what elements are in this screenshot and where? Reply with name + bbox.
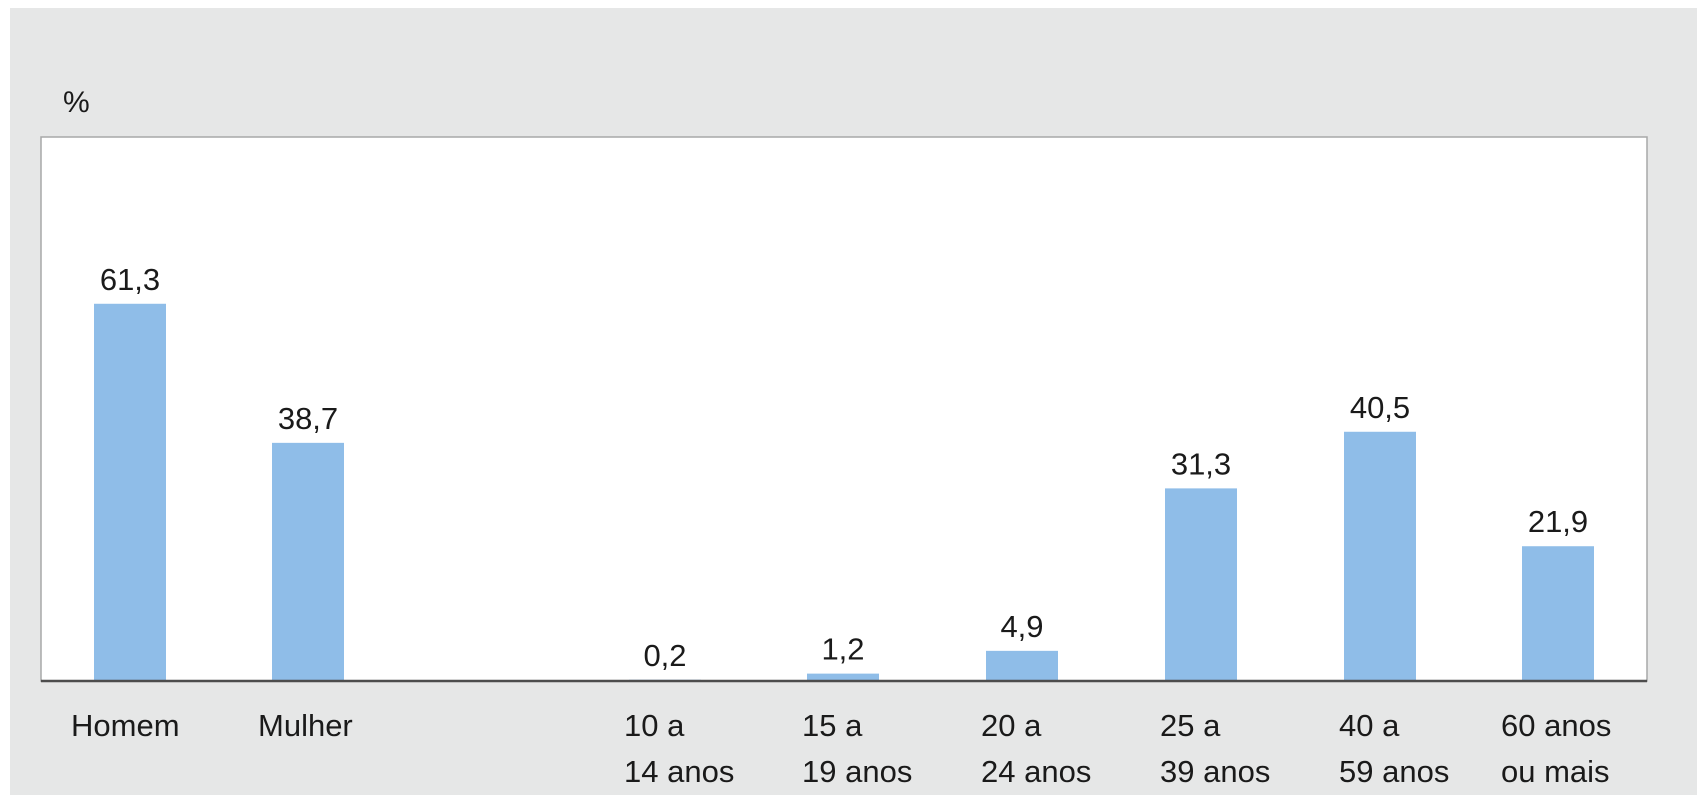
data-label: 38,7 <box>278 401 338 436</box>
data-label: 4,9 <box>1000 609 1043 644</box>
x-tick-label: 19 anos <box>802 754 912 789</box>
bar <box>1165 488 1237 681</box>
x-tick-label: 14 anos <box>624 754 734 789</box>
x-tick-labels-group: Homem Mulher 10 a 14 anos 15 a 19 anos 20 a 24 … <box>71 708 1611 789</box>
data-label: 0,2 <box>643 638 686 673</box>
bars-group <box>94 303 1594 682</box>
x-tick-label: Mulher <box>258 708 353 743</box>
x-tick-label: ou mais <box>1501 754 1610 789</box>
x-tick-label: 60 anos <box>1501 708 1611 743</box>
x-tick-label: 59 anos <box>1339 754 1449 789</box>
y-unit-label: % <box>63 86 90 119</box>
data-label: 1,2 <box>821 632 864 667</box>
value-labels-group: 61,3 38,7 0,2 1,2 4,9 31,3 40,5 21,9 <box>100 262 1588 673</box>
x-tick-label: 40 a <box>1339 708 1400 743</box>
data-label: 21,9 <box>1528 504 1588 539</box>
x-tick-label: 24 anos <box>981 754 1091 789</box>
bar <box>807 673 879 681</box>
x-tick-label: 20 a <box>981 708 1042 743</box>
bar <box>1522 546 1594 681</box>
bar <box>1344 431 1416 681</box>
bar-chart: % 61,3 38,7 0,2 1,2 4,9 31,3 40,5 21,9 Homem Mul… <box>40 86 1648 789</box>
chart-frame: % 61,3 38,7 0,2 1,2 4,9 31,3 40,5 21,9 Homem Mul… <box>10 8 1697 795</box>
x-tick-label: 10 a <box>624 708 685 743</box>
x-tick-label: 15 a <box>802 708 863 743</box>
x-tick-label: 25 a <box>1160 708 1221 743</box>
data-label: 40,5 <box>1350 390 1410 425</box>
x-tick-label: Homem <box>71 708 180 743</box>
bar <box>272 442 344 681</box>
bar <box>986 650 1058 681</box>
data-label: 31,3 <box>1171 446 1231 481</box>
bar <box>94 303 166 681</box>
x-tick-label: 39 anos <box>1160 754 1270 789</box>
data-label: 61,3 <box>100 262 160 297</box>
